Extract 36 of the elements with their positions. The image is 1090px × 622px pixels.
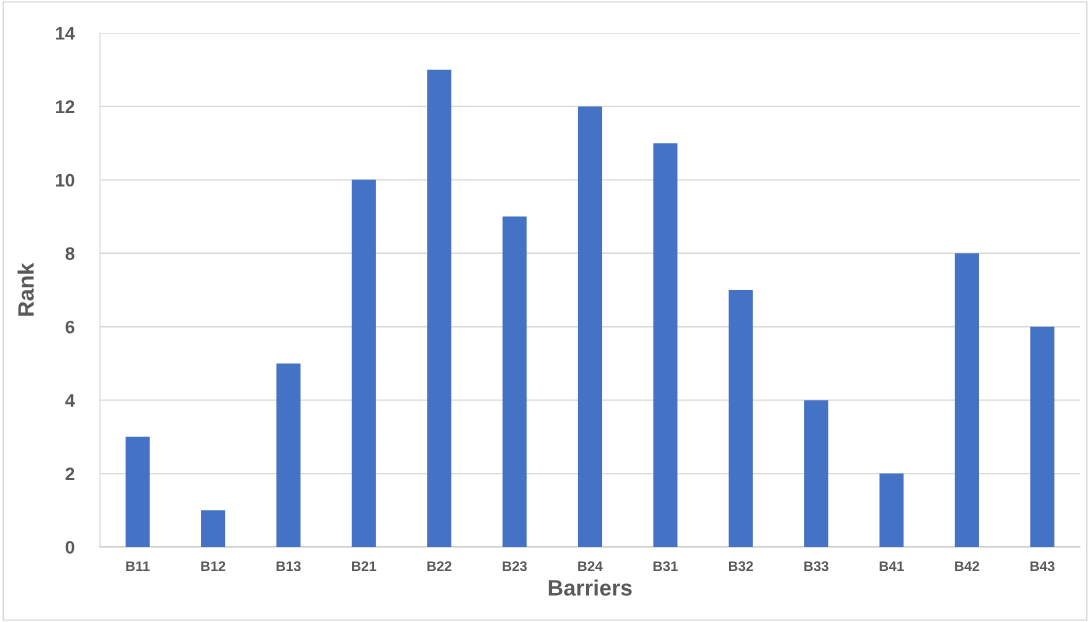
y-tick-label: 8 — [65, 247, 75, 261]
bar — [804, 400, 829, 547]
bar — [201, 510, 226, 547]
x-tick-label: B43 — [1030, 561, 1055, 572]
y-tick-label: 10 — [56, 173, 75, 187]
bar — [276, 363, 301, 547]
x-tick-label: B41 — [879, 561, 904, 571]
x-tick-label: B24 — [578, 561, 603, 571]
x-axis-title: Barriers — [548, 579, 632, 596]
y-tick-label: 12 — [56, 100, 75, 113]
x-tick-label: B33 — [804, 561, 829, 572]
bar — [351, 179, 376, 547]
bar — [653, 143, 678, 547]
bar — [954, 253, 979, 547]
bar — [1030, 326, 1055, 547]
bar — [427, 69, 452, 547]
bar — [502, 216, 527, 547]
bar — [728, 290, 753, 547]
x-tick-label: B12 — [201, 561, 226, 571]
x-tick-label: B11 — [126, 561, 150, 571]
bar — [879, 473, 904, 547]
y-tick-label: 6 — [65, 320, 75, 334]
x-tick-label: B23 — [502, 561, 527, 572]
x-tick-label: B42 — [955, 561, 980, 571]
y-tick-label: 4 — [65, 394, 75, 407]
x-tick-label: B31 — [653, 561, 678, 572]
y-axis-title: Rank — [17, 262, 34, 316]
bar — [577, 106, 603, 547]
y-tick-label: 14 — [56, 27, 75, 40]
y-tick-label: 0 — [65, 540, 75, 554]
x-tick-label: B22 — [427, 561, 452, 571]
bar — [125, 436, 150, 547]
x-tick-label: B13 — [276, 561, 301, 572]
x-tick-label: B32 — [728, 561, 753, 572]
x-tick-label: B21 — [352, 561, 377, 571]
y-tick-label: 2 — [65, 467, 75, 481]
